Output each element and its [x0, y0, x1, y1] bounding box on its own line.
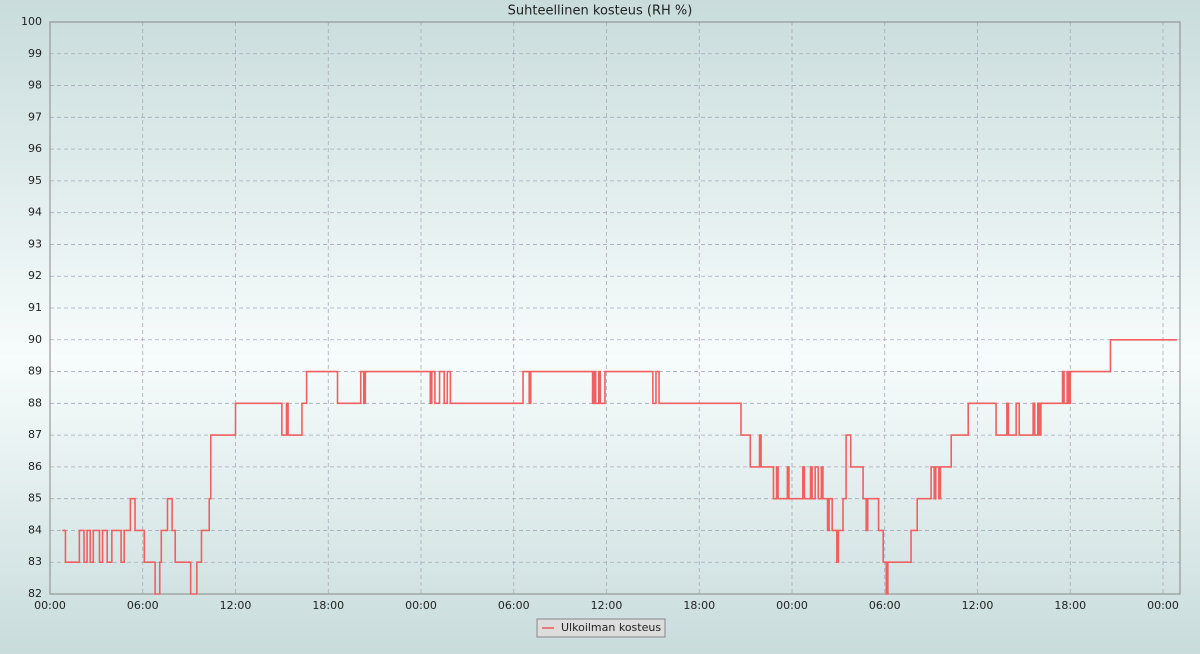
x-tick-label: 00:00: [1147, 599, 1179, 612]
y-tick-label: 87: [28, 428, 42, 441]
x-tick-label: 00:00: [405, 599, 437, 612]
y-tick-label: 83: [28, 555, 42, 568]
y-tick-label: 96: [28, 142, 42, 155]
x-tick-label: 00:00: [776, 599, 808, 612]
x-tick-label: 06:00: [127, 599, 159, 612]
x-tick-label: 18:00: [683, 599, 715, 612]
legend-box: [536, 618, 666, 638]
x-tick-label: 06:00: [498, 599, 530, 612]
y-tick-label: 84: [28, 523, 42, 536]
y-tick-label: 88: [28, 396, 42, 409]
x-tick-label: 00:00: [34, 599, 66, 612]
y-tick-label: 99: [28, 47, 42, 60]
chart-title: Suhteellinen kosteus (RH %): [508, 4, 693, 19]
y-tick-label: 95: [28, 174, 42, 187]
y-tick-label: 94: [28, 206, 42, 219]
x-tick-label: 06:00: [869, 599, 901, 612]
y-tick-label: 89: [28, 365, 42, 378]
y-tick-label: 98: [28, 79, 42, 92]
y-tick-label: 97: [28, 110, 42, 123]
plot-frame: [49, 21, 1181, 595]
x-tick-label: 12:00: [591, 599, 623, 612]
y-tick-label: 82: [28, 587, 42, 600]
y-tick-label: 100: [21, 15, 42, 28]
data-line: [62, 338, 1177, 595]
y-tick-label: 86: [28, 460, 42, 473]
y-tick-label: 85: [28, 492, 42, 505]
x-tick-label: 12:00: [220, 599, 252, 612]
y-tick-label: 91: [28, 301, 42, 314]
x-tick-label: 18:00: [312, 599, 344, 612]
y-tick-label: 90: [28, 333, 42, 346]
legend-label: Ulkoilman kosteus: [561, 621, 661, 634]
x-tick-label: 18:00: [1054, 599, 1086, 612]
x-tick-label: 12:00: [962, 599, 994, 612]
y-tick-label: 93: [28, 237, 42, 250]
y-tick-label: 92: [28, 269, 42, 282]
